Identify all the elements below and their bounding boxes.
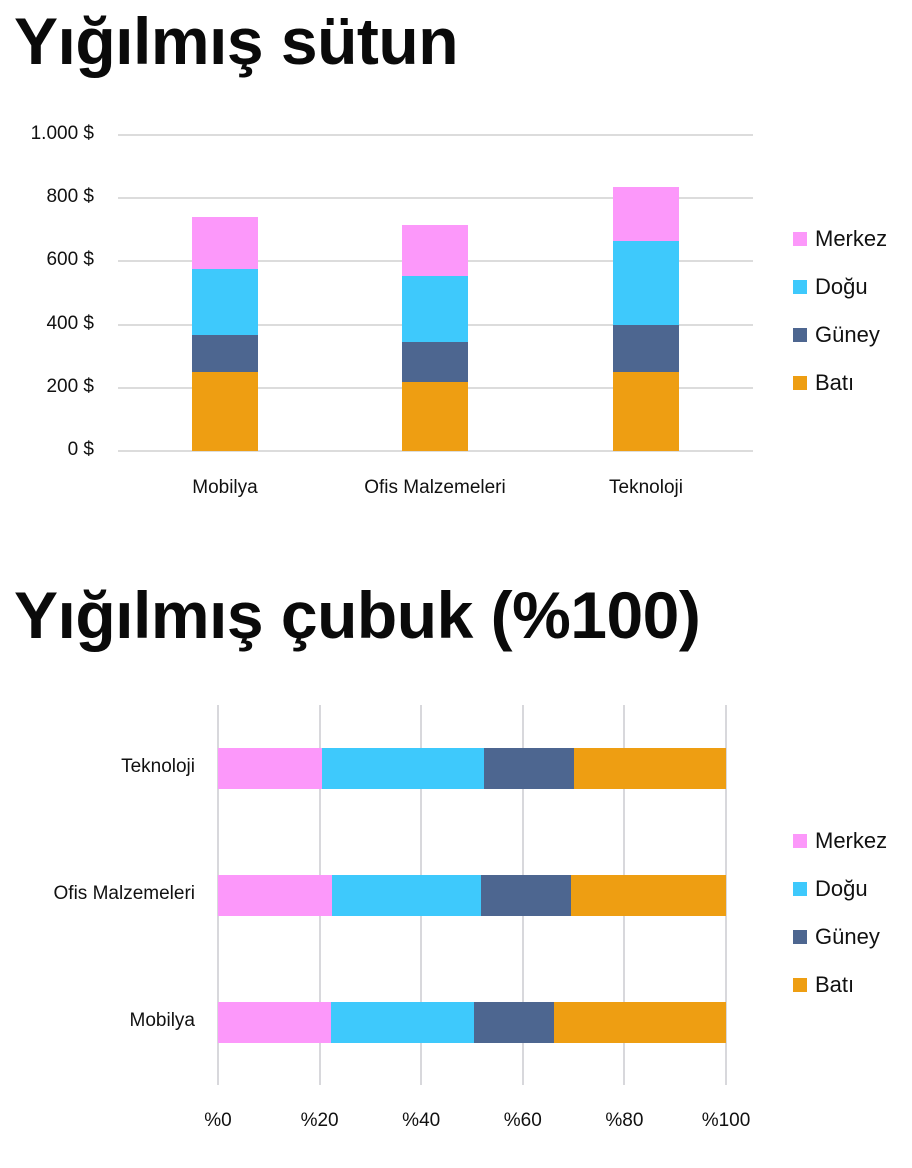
- x-axis-label: %100: [701, 1110, 751, 1131]
- x-axis-label: %80: [605, 1110, 644, 1131]
- legend-swatch-merkez: [793, 232, 807, 246]
- x-axis-label: Mobilya: [192, 477, 258, 498]
- x-axis-label: Ofis Malzemeleri: [364, 477, 506, 498]
- gridline: [118, 450, 753, 452]
- legend-item: Merkez: [793, 226, 887, 252]
- bar-segment-güney: [483, 747, 575, 789]
- legend-label: Batı: [815, 370, 855, 395]
- bar-segment-doğu: [192, 268, 258, 335]
- gridline: [118, 134, 753, 136]
- bar-segment-batı: [571, 874, 726, 916]
- bar-segment-güney: [474, 1001, 555, 1043]
- y-axis-label: Ofis Malzemeleri: [53, 883, 195, 904]
- y-axis-label: Mobilya: [129, 1010, 195, 1031]
- legend-item: Doğu: [793, 876, 868, 902]
- legend-swatch-doğu: [793, 280, 807, 294]
- bar-segment-batı: [574, 747, 726, 789]
- legend-swatch-batı: [793, 376, 807, 390]
- legend-item: Güney: [793, 924, 880, 950]
- bar-segment-doğu: [613, 240, 679, 325]
- legend-label: Doğu: [815, 876, 868, 901]
- legend-item: Batı: [793, 370, 854, 396]
- bar-segment-güney: [613, 324, 679, 372]
- x-axis-label: %0: [204, 1110, 232, 1131]
- legend-swatch-doğu: [793, 882, 807, 896]
- legend-swatch-güney: [793, 328, 807, 342]
- legend-swatch-güney: [793, 930, 807, 944]
- y-axis-label: 400 $: [46, 312, 94, 334]
- y-axis-label: 1.000 $: [30, 123, 94, 144]
- bar-segment-doğu: [321, 747, 484, 789]
- bar-segment-batı: [192, 372, 258, 451]
- x-axis-label: %60: [503, 1110, 542, 1131]
- x-axis-label: %40: [402, 1110, 441, 1131]
- legend-label: Batı: [815, 972, 855, 997]
- legend-label: Güney: [815, 924, 880, 949]
- bar-segment-doğu: [332, 874, 481, 916]
- bar-segment-batı: [554, 1001, 726, 1043]
- gridline: [725, 705, 727, 1085]
- bar-segment-merkez: [402, 225, 468, 276]
- bar-segment-merkez: [613, 187, 679, 241]
- legend-label: Güney: [815, 322, 880, 347]
- y-axis-label: 0 $: [67, 439, 94, 460]
- legend-item: Merkez: [793, 828, 887, 854]
- bar-segment-güney: [480, 874, 572, 916]
- bar-segment-merkez: [218, 747, 322, 789]
- bar-segment-merkez: [192, 217, 258, 269]
- y-axis-label: 600 $: [46, 249, 94, 271]
- y-axis-label: Teknoloji: [121, 756, 195, 777]
- bar-segment-merkez: [218, 1001, 331, 1043]
- gridline: [118, 197, 753, 200]
- bar-segment-doğu: [330, 1001, 475, 1043]
- bar-segment-güney: [402, 341, 468, 383]
- bar-segment-merkez: [218, 874, 333, 916]
- legend-label: Merkez: [815, 226, 888, 251]
- legend-swatch-batı: [793, 978, 807, 992]
- legend-swatch-merkez: [793, 834, 807, 848]
- legend-item: Doğu: [793, 274, 868, 300]
- chart2-title: Yığılmış çubuk (%100): [14, 578, 701, 652]
- chart1-title: Yığılmış sütun: [14, 4, 459, 78]
- x-axis-label: %20: [300, 1110, 339, 1131]
- legend-label: Merkez: [815, 828, 888, 853]
- legend-item: Güney: [793, 322, 880, 348]
- legend-label: Doğu: [815, 274, 868, 299]
- y-axis-label: 200 $: [46, 375, 94, 397]
- legend-item: Batı: [793, 972, 854, 998]
- bar-segment-güney: [192, 335, 258, 372]
- bar-segment-doğu: [402, 275, 468, 342]
- bar-segment-batı: [613, 372, 679, 451]
- y-axis-label: 800 $: [46, 186, 94, 208]
- bar-segment-batı: [402, 382, 468, 451]
- x-axis-label: Teknoloji: [609, 477, 683, 498]
